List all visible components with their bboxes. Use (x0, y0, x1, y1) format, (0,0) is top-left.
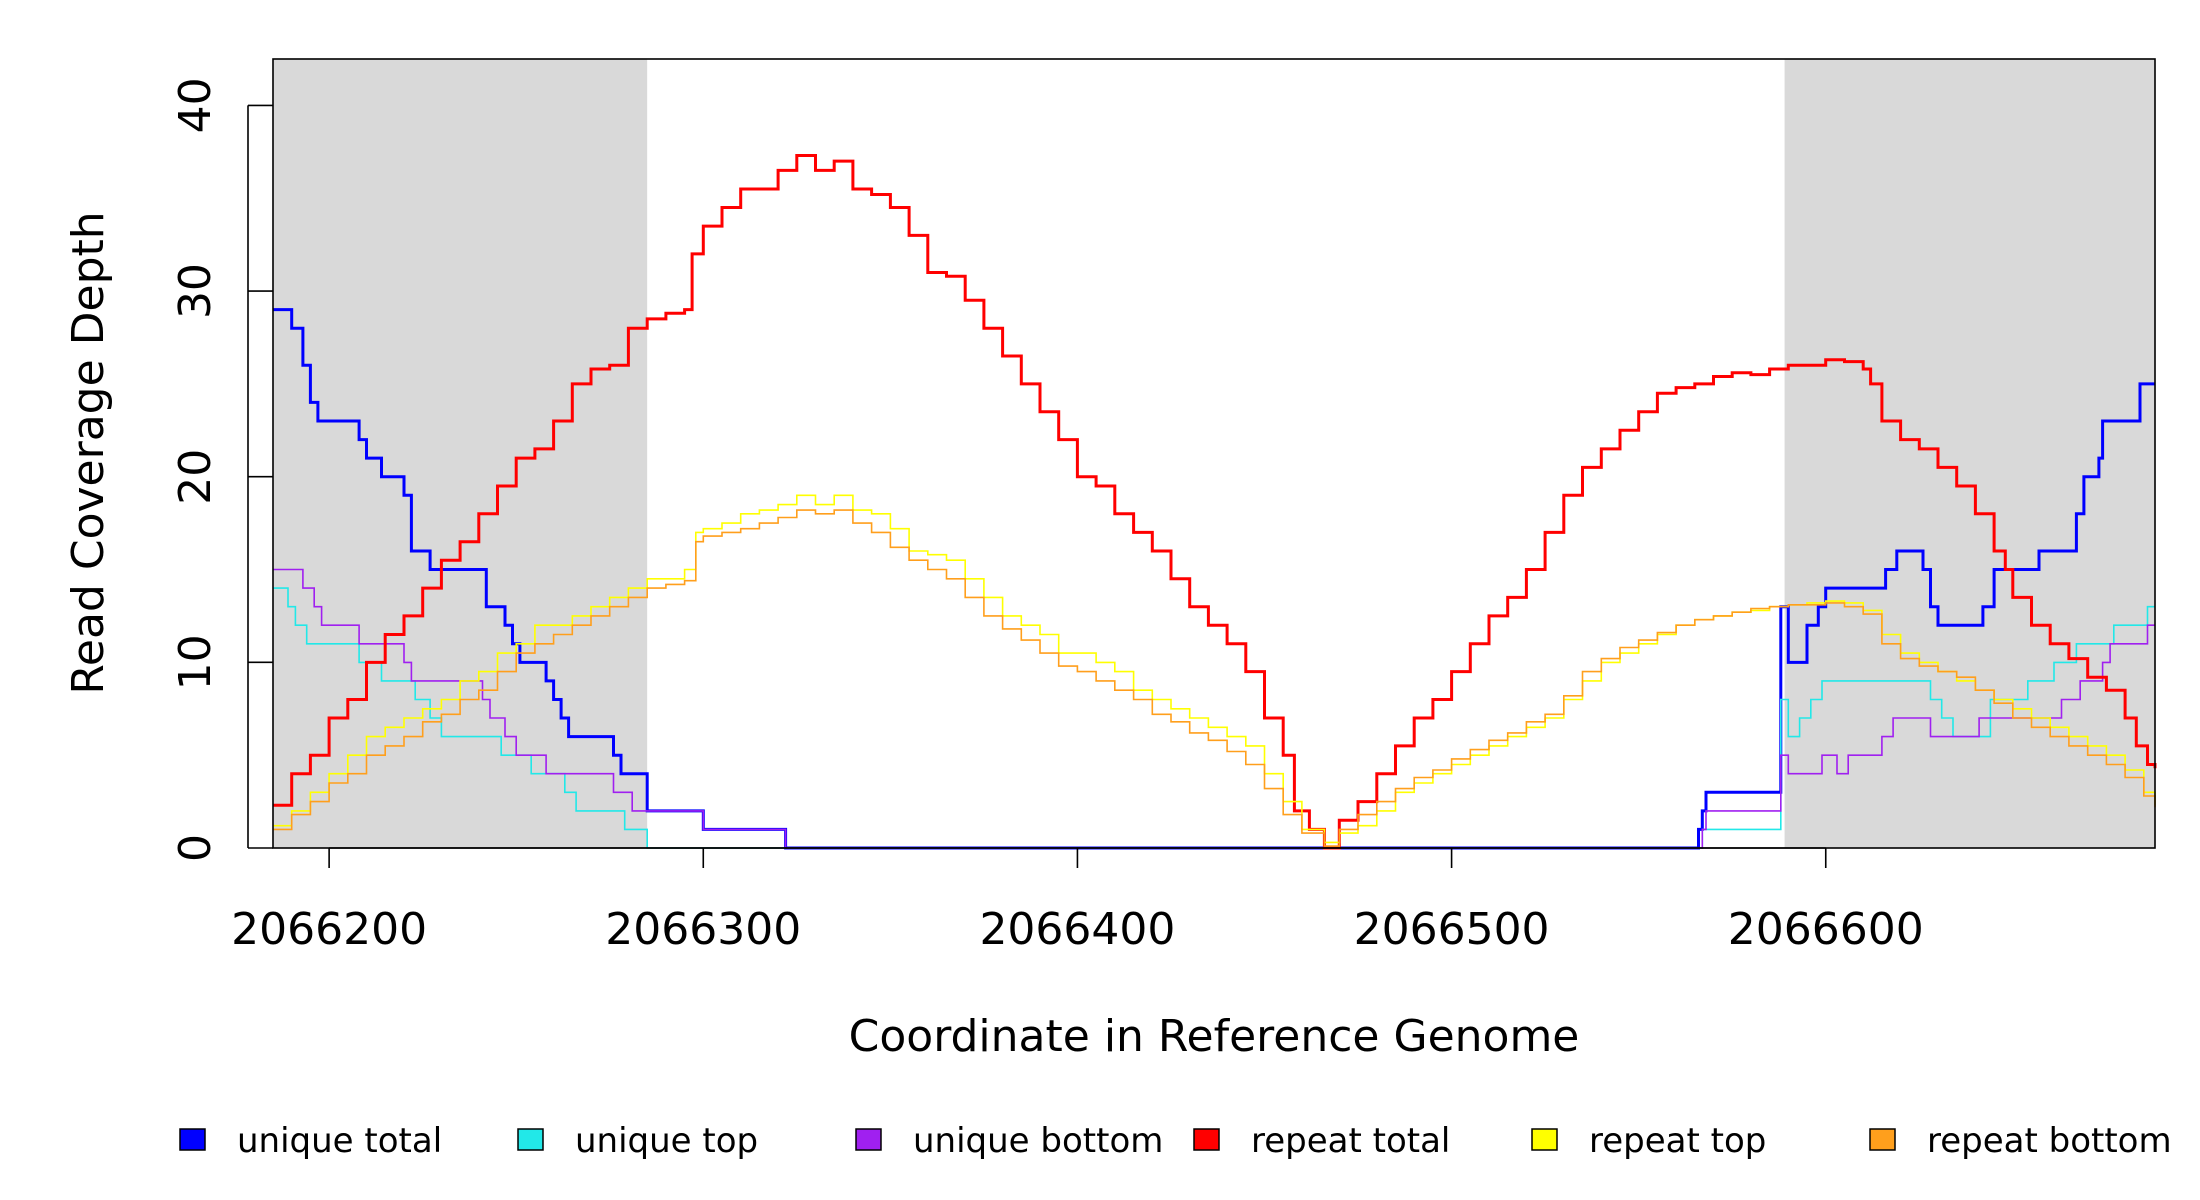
legend: unique total unique top unique bottom repea… (179, 1121, 2172, 1161)
shaded-regions (273, 59, 2155, 848)
legend-item-unique-total: unique total (179, 1121, 442, 1161)
legend-item-repeat-bottom: repeat bottom (1869, 1121, 2172, 1161)
series-line-repeat-bottom (273, 509, 2156, 847)
legend-swatch (1531, 1128, 1558, 1151)
series-line-repeat-total (273, 154, 2157, 850)
x-tick-label: 2066400 (979, 904, 1175, 955)
legend-label: unique total (237, 1121, 442, 1161)
x-tick-label: 2066600 (1728, 904, 1924, 955)
legend-label: repeat bottom (1927, 1121, 2172, 1161)
x-tick-label: 2066200 (231, 904, 427, 955)
legend-swatch (179, 1128, 206, 1151)
y-axis: 0 10 20 30 40 (170, 77, 273, 862)
legend-swatch (517, 1128, 544, 1151)
y-tick-label: 20 (170, 449, 221, 505)
legend-label: unique bottom (913, 1121, 1163, 1161)
legend-swatch (1193, 1128, 1220, 1151)
shaded-region-2 (1784, 59, 2155, 848)
legend-label: repeat top (1589, 1121, 1766, 1161)
y-tick-label: 40 (170, 77, 221, 133)
legend-swatch (1869, 1128, 1896, 1151)
x-tick-label: 2066300 (605, 904, 801, 955)
y-tick-label: 30 (170, 263, 221, 319)
legend-swatch (855, 1128, 882, 1151)
series-line-repeat-top (273, 494, 2156, 844)
y-axis-title: Read Coverage Depth (63, 211, 114, 694)
x-axis: 2066200 2066300 2066400 2066500 2066600 (231, 847, 1924, 955)
legend-label: unique top (575, 1121, 758, 1161)
y-tick-label: 10 (170, 634, 221, 690)
legend-item-repeat-total: repeat total (1193, 1121, 1450, 1161)
x-axis-title: Coordinate in Reference Genome (849, 1011, 1580, 1062)
legend-item-unique-top: unique top (517, 1121, 758, 1161)
legend-item-unique-bottom: unique bottom (855, 1121, 1163, 1161)
legend-item-repeat-top: repeat top (1531, 1121, 1766, 1161)
x-tick-label: 2066500 (1354, 904, 1550, 955)
y-tick-label: 0 (170, 834, 221, 862)
legend-label: repeat total (1251, 1121, 1450, 1161)
